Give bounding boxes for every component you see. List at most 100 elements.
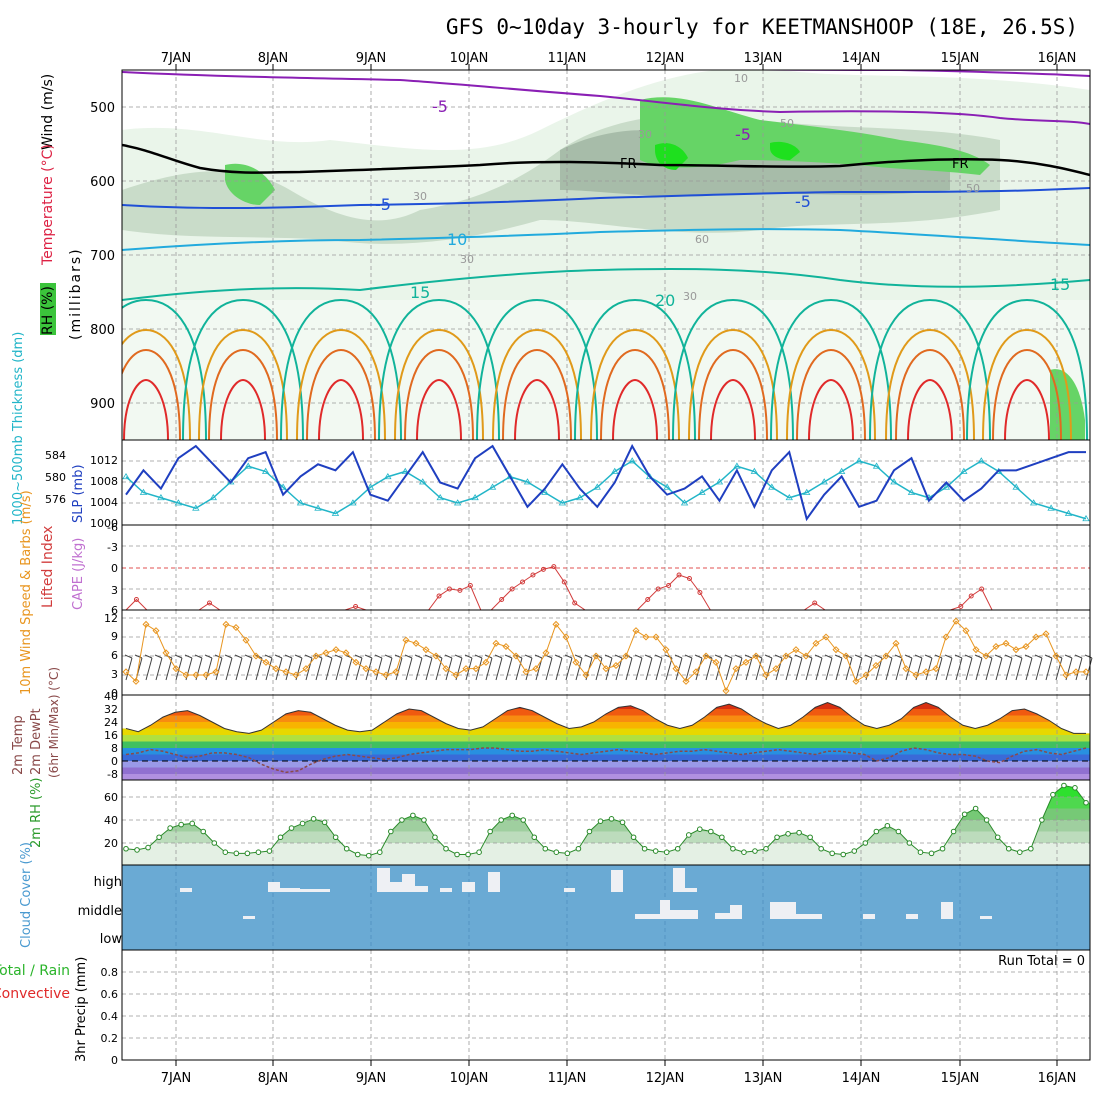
thickness-point [872, 462, 881, 469]
rh-point [851, 848, 858, 854]
temp-contour-lobe [122, 348, 181, 440]
wind-point [152, 627, 160, 635]
rh-shade-bright-2 [770, 141, 800, 160]
rh-point [829, 850, 836, 857]
rh-tick: 60 [104, 791, 118, 804]
rh-point [553, 849, 560, 856]
temp-contour-lobe [612, 378, 658, 440]
wind-barb [684, 654, 693, 681]
rh-point [884, 822, 891, 829]
wind-tick: 0 [111, 687, 118, 700]
rh-point [454, 851, 460, 858]
wind-point [682, 677, 690, 685]
wind-point [792, 646, 800, 654]
wind-point [532, 665, 540, 673]
contour-label: 30 [638, 128, 652, 141]
lifted-index-point [686, 576, 692, 581]
wind-point [132, 677, 140, 685]
wind-point [742, 658, 750, 666]
wind-point [972, 646, 980, 654]
rh-point [983, 817, 990, 823]
ua-tick-900: 900 [90, 397, 115, 412]
lifted-index-point [509, 586, 515, 592]
wind-point [392, 668, 400, 676]
wind-barb [1004, 654, 1013, 681]
wind-point [542, 649, 550, 657]
rh-point [906, 840, 913, 846]
wind-barb [284, 654, 293, 681]
wind-barb [794, 654, 803, 681]
cloud-level-high: high [94, 875, 122, 890]
slp-tick: 1012 [90, 454, 118, 467]
contour-label: -5 [375, 195, 391, 214]
wind-barb [824, 654, 833, 681]
wind-point [362, 665, 370, 673]
ua-tick-800: 800 [90, 323, 115, 338]
wind-point [242, 636, 250, 644]
thickness-point [558, 499, 567, 506]
thickness-point [139, 488, 148, 495]
wind-speed-line [125, 620, 1086, 693]
thickness-point [768, 483, 776, 490]
wind-point [642, 633, 650, 641]
wind-point [842, 652, 850, 660]
li-tick: 3 [111, 584, 118, 597]
date-label-top: 11JAN [548, 51, 587, 66]
cloud-bar-high [462, 882, 475, 892]
temp-contour-lobe [574, 298, 696, 440]
temp-contour-lobe [404, 348, 474, 440]
wind-barb [614, 654, 623, 681]
dew-label: 2m DewPt [29, 708, 44, 775]
wind-barb [224, 654, 233, 681]
wind-point [302, 665, 310, 673]
contour-freezing [122, 143, 1090, 177]
wind-point [482, 658, 490, 666]
wind-point [122, 668, 130, 676]
wind-point [472, 665, 480, 673]
wind-point [832, 646, 840, 654]
wind-point [712, 658, 720, 666]
lifted-index-point [436, 593, 442, 599]
temp-contour-lobe [476, 298, 598, 440]
wind-barb [854, 654, 863, 681]
thickness-point [977, 457, 985, 464]
wind-barb [644, 654, 653, 681]
date-label-bottom: 7JAN [161, 1071, 192, 1086]
precip-conv-label: Convective [0, 986, 70, 1002]
temp-contour-lobe [895, 348, 965, 440]
wind-barb [404, 654, 413, 681]
bottom-date-labels: 7JAN 8JAN 9JAN 10JAN 11JAN 12JAN 13JAN 14JAN 15J… [161, 1060, 1076, 1086]
contour-top-purple [699, 70, 1090, 77]
thickness-point [803, 488, 811, 495]
cloud-bar-high [280, 888, 300, 892]
rh-point [465, 851, 471, 858]
wind-point [952, 617, 960, 625]
wind-point [802, 652, 810, 660]
rh-point [266, 848, 273, 854]
lifted-index-point [446, 586, 452, 592]
thickness-point [314, 504, 322, 511]
lifted-index-point [645, 597, 651, 602]
wind-barb [714, 654, 723, 681]
wind-barb [244, 654, 253, 681]
rh-point [388, 828, 394, 835]
rh-point [730, 845, 736, 852]
thickness-point [1082, 514, 1090, 522]
thickness-point [471, 493, 479, 501]
lifted-index-point [499, 597, 505, 602]
rh-tick: 20 [104, 837, 118, 850]
precip-panel: 0 0.2 0.4 0.6 0.8 Run Total = 0 3hr Prec… [0, 949, 1091, 1067]
wind-barb [664, 654, 673, 681]
wind-point [352, 658, 360, 666]
wind-point [452, 671, 460, 679]
temp-tick: 16 [104, 729, 118, 742]
rh-point [376, 849, 383, 856]
wind-point [1062, 671, 1070, 679]
wind-point [432, 652, 440, 660]
rh-point [785, 831, 791, 837]
li-tick: 6 [111, 604, 118, 617]
date-label-top: 8JAN [258, 51, 289, 66]
wind-barb [374, 654, 383, 681]
contour-minus5-upper [122, 71, 1090, 125]
wind-point [692, 668, 700, 676]
